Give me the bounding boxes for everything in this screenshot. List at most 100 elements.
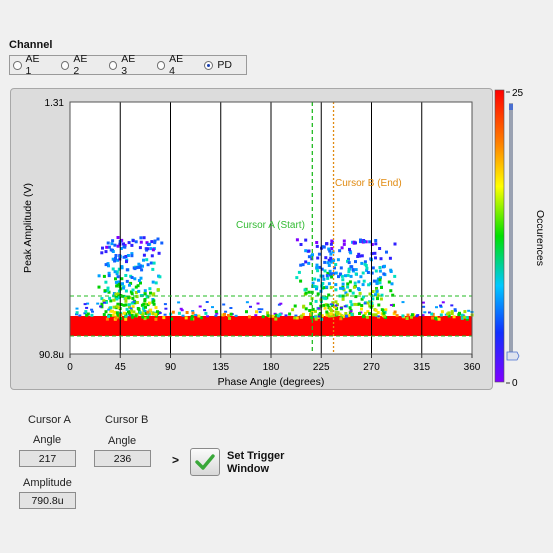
heatmap-cell [105,317,109,321]
heatmap-cell [125,258,129,262]
heatmap-cell [382,311,386,315]
channel-option-ae3[interactable]: AE 3 [108,53,143,77]
heatmap-cell [141,264,144,268]
heatmap-cell [439,305,443,308]
heatmap-cell [330,247,334,250]
heatmap-cell [327,258,331,262]
heatmap-cell [390,282,394,286]
channel-option-ae2[interactable]: AE 2 [60,53,95,77]
heatmap-cell [374,293,377,297]
heatmap-cell [130,252,134,256]
heatmap-cell [149,247,153,251]
heatmap-cell [184,316,188,320]
heatmap-cell [121,282,124,286]
heatmap-cell [331,301,335,305]
heatmap-cell [384,308,388,312]
heatmap-cell [147,312,151,316]
heatmap-cell [104,263,108,267]
y-max-label: 1.31 [45,98,65,109]
channel-option-pd[interactable]: PD [204,59,232,71]
heatmap-cell [295,316,299,320]
heatmap-cell [139,281,142,285]
angle-b-value[interactable]: 236 [94,450,151,467]
heatmap-cell [151,293,155,297]
heatmap-cell [205,301,209,303]
channel-title: Channel [9,39,53,51]
heatmap-cell [229,307,233,309]
heatmap-cell [197,314,201,318]
heatmap-cell [146,247,150,251]
heatmap-cell [430,312,434,316]
heatmap-cell [323,260,327,264]
heatmap-cell [354,272,358,276]
heatmap-cell [327,293,331,297]
heatmap-cell [315,287,318,291]
heatmap-cell [354,241,357,245]
heatmap-cell [111,257,115,261]
channel-option-ae1[interactable]: AE 1 [13,53,47,77]
heatmap-cell [366,310,370,314]
heatmap-cell [226,314,230,317]
heatmap-cell [374,242,378,246]
colorbar-slider-track[interactable] [509,103,513,356]
heatmap-cell [261,315,265,319]
heatmap-cell [113,243,117,247]
heatmap-cell [322,296,326,300]
x-tick-label: 360 [464,362,481,373]
heatmap-cell [154,317,158,321]
heatmap-cell [329,260,333,264]
heatmap-cell [342,239,346,243]
heatmap-cell [116,236,120,239]
heatmap-cell [374,269,378,273]
heatmap-cell [266,314,270,317]
heatmap-cell [299,243,303,246]
angle-a-value[interactable]: 217 [19,450,76,467]
heatmap-cell [271,314,275,318]
heatmap-cell [339,266,343,270]
heatmap-cell [327,247,331,251]
heatmap-cell [380,312,384,316]
heatmap-cell [111,313,115,317]
heatmap-cell [344,314,348,317]
heatmap-cell [347,314,351,318]
heatmap-cell [359,240,362,244]
channel-option-ae4[interactable]: AE 4 [156,53,191,77]
heatmap-cell [102,299,106,303]
set-trigger-window-button[interactable] [190,448,220,476]
heatmap-cell [341,278,345,282]
channel-option-label: AE 2 [73,53,88,77]
amplitude-a-value[interactable]: 790.8u [19,492,76,509]
heatmap-cell [358,291,362,295]
heatmap-cell [326,312,330,316]
colorbar-slider-min-thumb[interactable] [506,351,520,361]
heatmap-cell [309,311,313,315]
heatmap-cell [318,265,322,269]
heatmap-cell [375,279,379,283]
heatmap-cell [136,307,140,310]
heatmap-cell [383,264,386,268]
heatmap-cell [376,311,380,314]
heatmap-cell [125,260,128,264]
heatmap-cell [301,263,305,267]
heatmap-cell [134,240,138,244]
heatmap-cell [370,252,374,256]
heatmap-cell [139,276,143,280]
channel-option-label: PD [217,59,232,71]
heatmap-cell [310,254,314,258]
channel-radio-group: AE 1 AE 2 AE 3 AE 4 PD [9,53,247,77]
colorbar-slider-max-thumb[interactable] [509,104,513,110]
heatmap-cell [372,279,376,283]
heatmap-cell [130,292,134,296]
heatmap-cell [130,243,134,247]
heatmap-cell [371,290,375,293]
heatmap-cell [137,279,141,282]
heatmap-cell [138,265,142,269]
heatmap-cell [326,303,330,307]
heatmap-cell [314,299,318,303]
heatmap-cell [401,314,405,318]
heatmap-cell [376,277,380,281]
heatmap-cell [90,313,94,317]
heatmap-cell [153,241,157,245]
heatmap-cell [163,303,167,306]
heatmap-cell [129,311,133,315]
